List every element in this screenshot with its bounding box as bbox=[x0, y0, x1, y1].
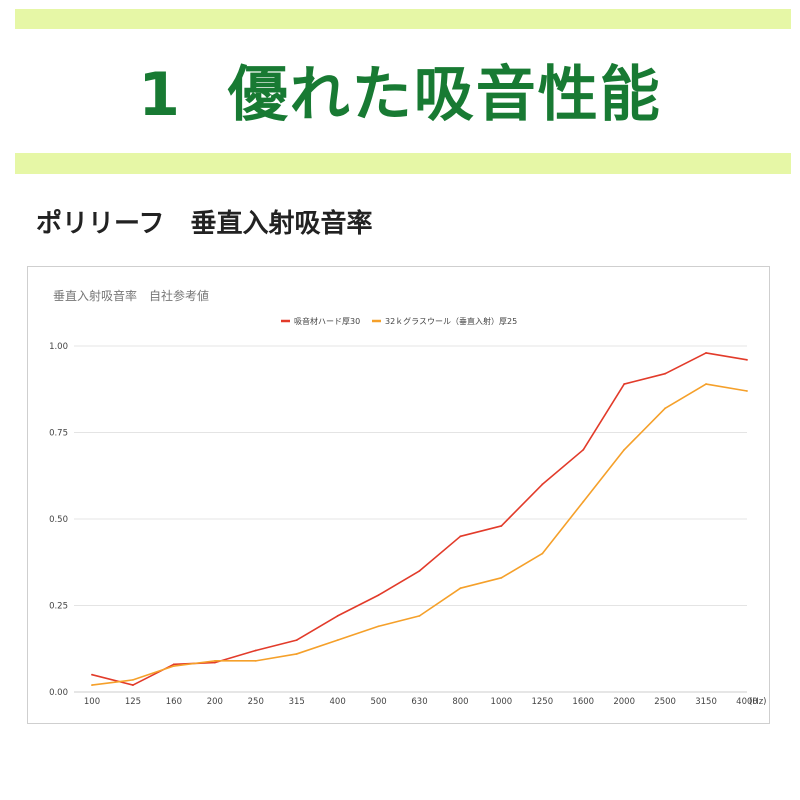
data-point bbox=[541, 483, 544, 486]
data-point bbox=[418, 614, 421, 617]
data-point bbox=[213, 661, 216, 664]
data-point bbox=[582, 500, 585, 503]
chart-title: 垂直入射吸音率 自社参考値 bbox=[53, 288, 209, 303]
series-line bbox=[91, 383, 748, 686]
data-point bbox=[664, 407, 667, 410]
data-point bbox=[623, 448, 626, 451]
grid-lines bbox=[74, 345, 747, 693]
data-point bbox=[172, 665, 175, 667]
data-point bbox=[336, 639, 339, 641]
data-point bbox=[459, 535, 462, 538]
x-tick-label: 250 bbox=[248, 697, 264, 707]
x-tick-label: 1250 bbox=[531, 697, 553, 707]
x-unit-label: (Hz) bbox=[749, 697, 767, 707]
data-point bbox=[500, 576, 503, 579]
data-point bbox=[254, 649, 257, 652]
x-tick-label: 200 bbox=[207, 697, 223, 707]
data-point bbox=[623, 383, 626, 385]
x-tick-label: 630 bbox=[411, 697, 427, 707]
chart-frame: 垂直入射吸音率 自社参考値 0.00 0.25 0.50 0.75 1.00 100 12… bbox=[27, 266, 770, 724]
data-point bbox=[500, 525, 503, 527]
y-tick-label: 0.00 bbox=[49, 688, 68, 698]
data-point bbox=[295, 639, 298, 641]
x-tick-label: 400 bbox=[330, 697, 346, 707]
x-tick-label: 500 bbox=[370, 697, 386, 707]
data-point bbox=[705, 352, 707, 354]
x-tick-label: 3150 bbox=[695, 697, 717, 707]
y-tick-label: 1.00 bbox=[49, 342, 68, 352]
x-tick-label: 2000 bbox=[613, 697, 635, 707]
x-tick-label: 125 bbox=[125, 697, 141, 707]
data-point bbox=[172, 663, 175, 666]
data-point bbox=[582, 448, 585, 451]
page-headline: 1 優れた吸音性能 bbox=[138, 60, 662, 130]
top-accent-band bbox=[15, 9, 791, 29]
data-point bbox=[541, 552, 544, 555]
section-subtitle: ポリリーフ 垂直入射吸音率 bbox=[36, 209, 373, 239]
data-point bbox=[377, 625, 380, 628]
x-tick-label: 800 bbox=[452, 697, 468, 707]
data-point bbox=[295, 653, 298, 655]
y-axis-ticks: 0.00 0.25 0.50 0.75 1.00 bbox=[49, 342, 68, 698]
series-lines bbox=[91, 352, 748, 686]
bottom-accent-band bbox=[15, 153, 791, 174]
data-point bbox=[91, 684, 93, 686]
y-tick-label: 0.25 bbox=[49, 602, 68, 612]
data-point bbox=[705, 383, 707, 385]
x-tick-label: 1600 bbox=[572, 697, 594, 707]
x-tick-label: 1000 bbox=[491, 697, 513, 707]
x-axis-ticks: 100 125 160 200 250 315 400 500 630 800 1000 1250 16… bbox=[84, 697, 758, 707]
absorption-line-chart: 垂直入射吸音率 自社参考値 0.00 0.25 0.50 0.75 1.00 100 12… bbox=[49, 288, 767, 707]
data-point bbox=[213, 659, 216, 662]
x-tick-label: 2500 bbox=[654, 697, 676, 707]
legend-label: 32ｋグラスウール（垂直入射）厚25 bbox=[385, 316, 517, 326]
y-tick-label: 0.50 bbox=[49, 515, 68, 525]
x-tick-label: 4000 bbox=[736, 697, 758, 707]
data-point bbox=[336, 614, 339, 617]
data-point bbox=[254, 659, 257, 662]
x-tick-label: 160 bbox=[166, 697, 182, 707]
x-tick-label: 315 bbox=[289, 697, 305, 707]
data-point bbox=[132, 678, 134, 681]
data-point bbox=[459, 587, 462, 590]
chart-legend: 吸音材ハード厚30 32ｋグラスウール（垂直入射）厚25 bbox=[281, 316, 517, 326]
data-point bbox=[746, 358, 748, 361]
y-tick-label: 0.75 bbox=[49, 429, 68, 439]
data-point bbox=[418, 570, 421, 572]
data-point bbox=[91, 673, 93, 676]
x-tick-label: 100 bbox=[84, 697, 100, 707]
data-point bbox=[746, 390, 748, 392]
data-point bbox=[377, 594, 380, 597]
legend-label: 吸音材ハード厚30 bbox=[294, 316, 360, 326]
data-point bbox=[664, 372, 667, 375]
data-point bbox=[132, 684, 134, 686]
